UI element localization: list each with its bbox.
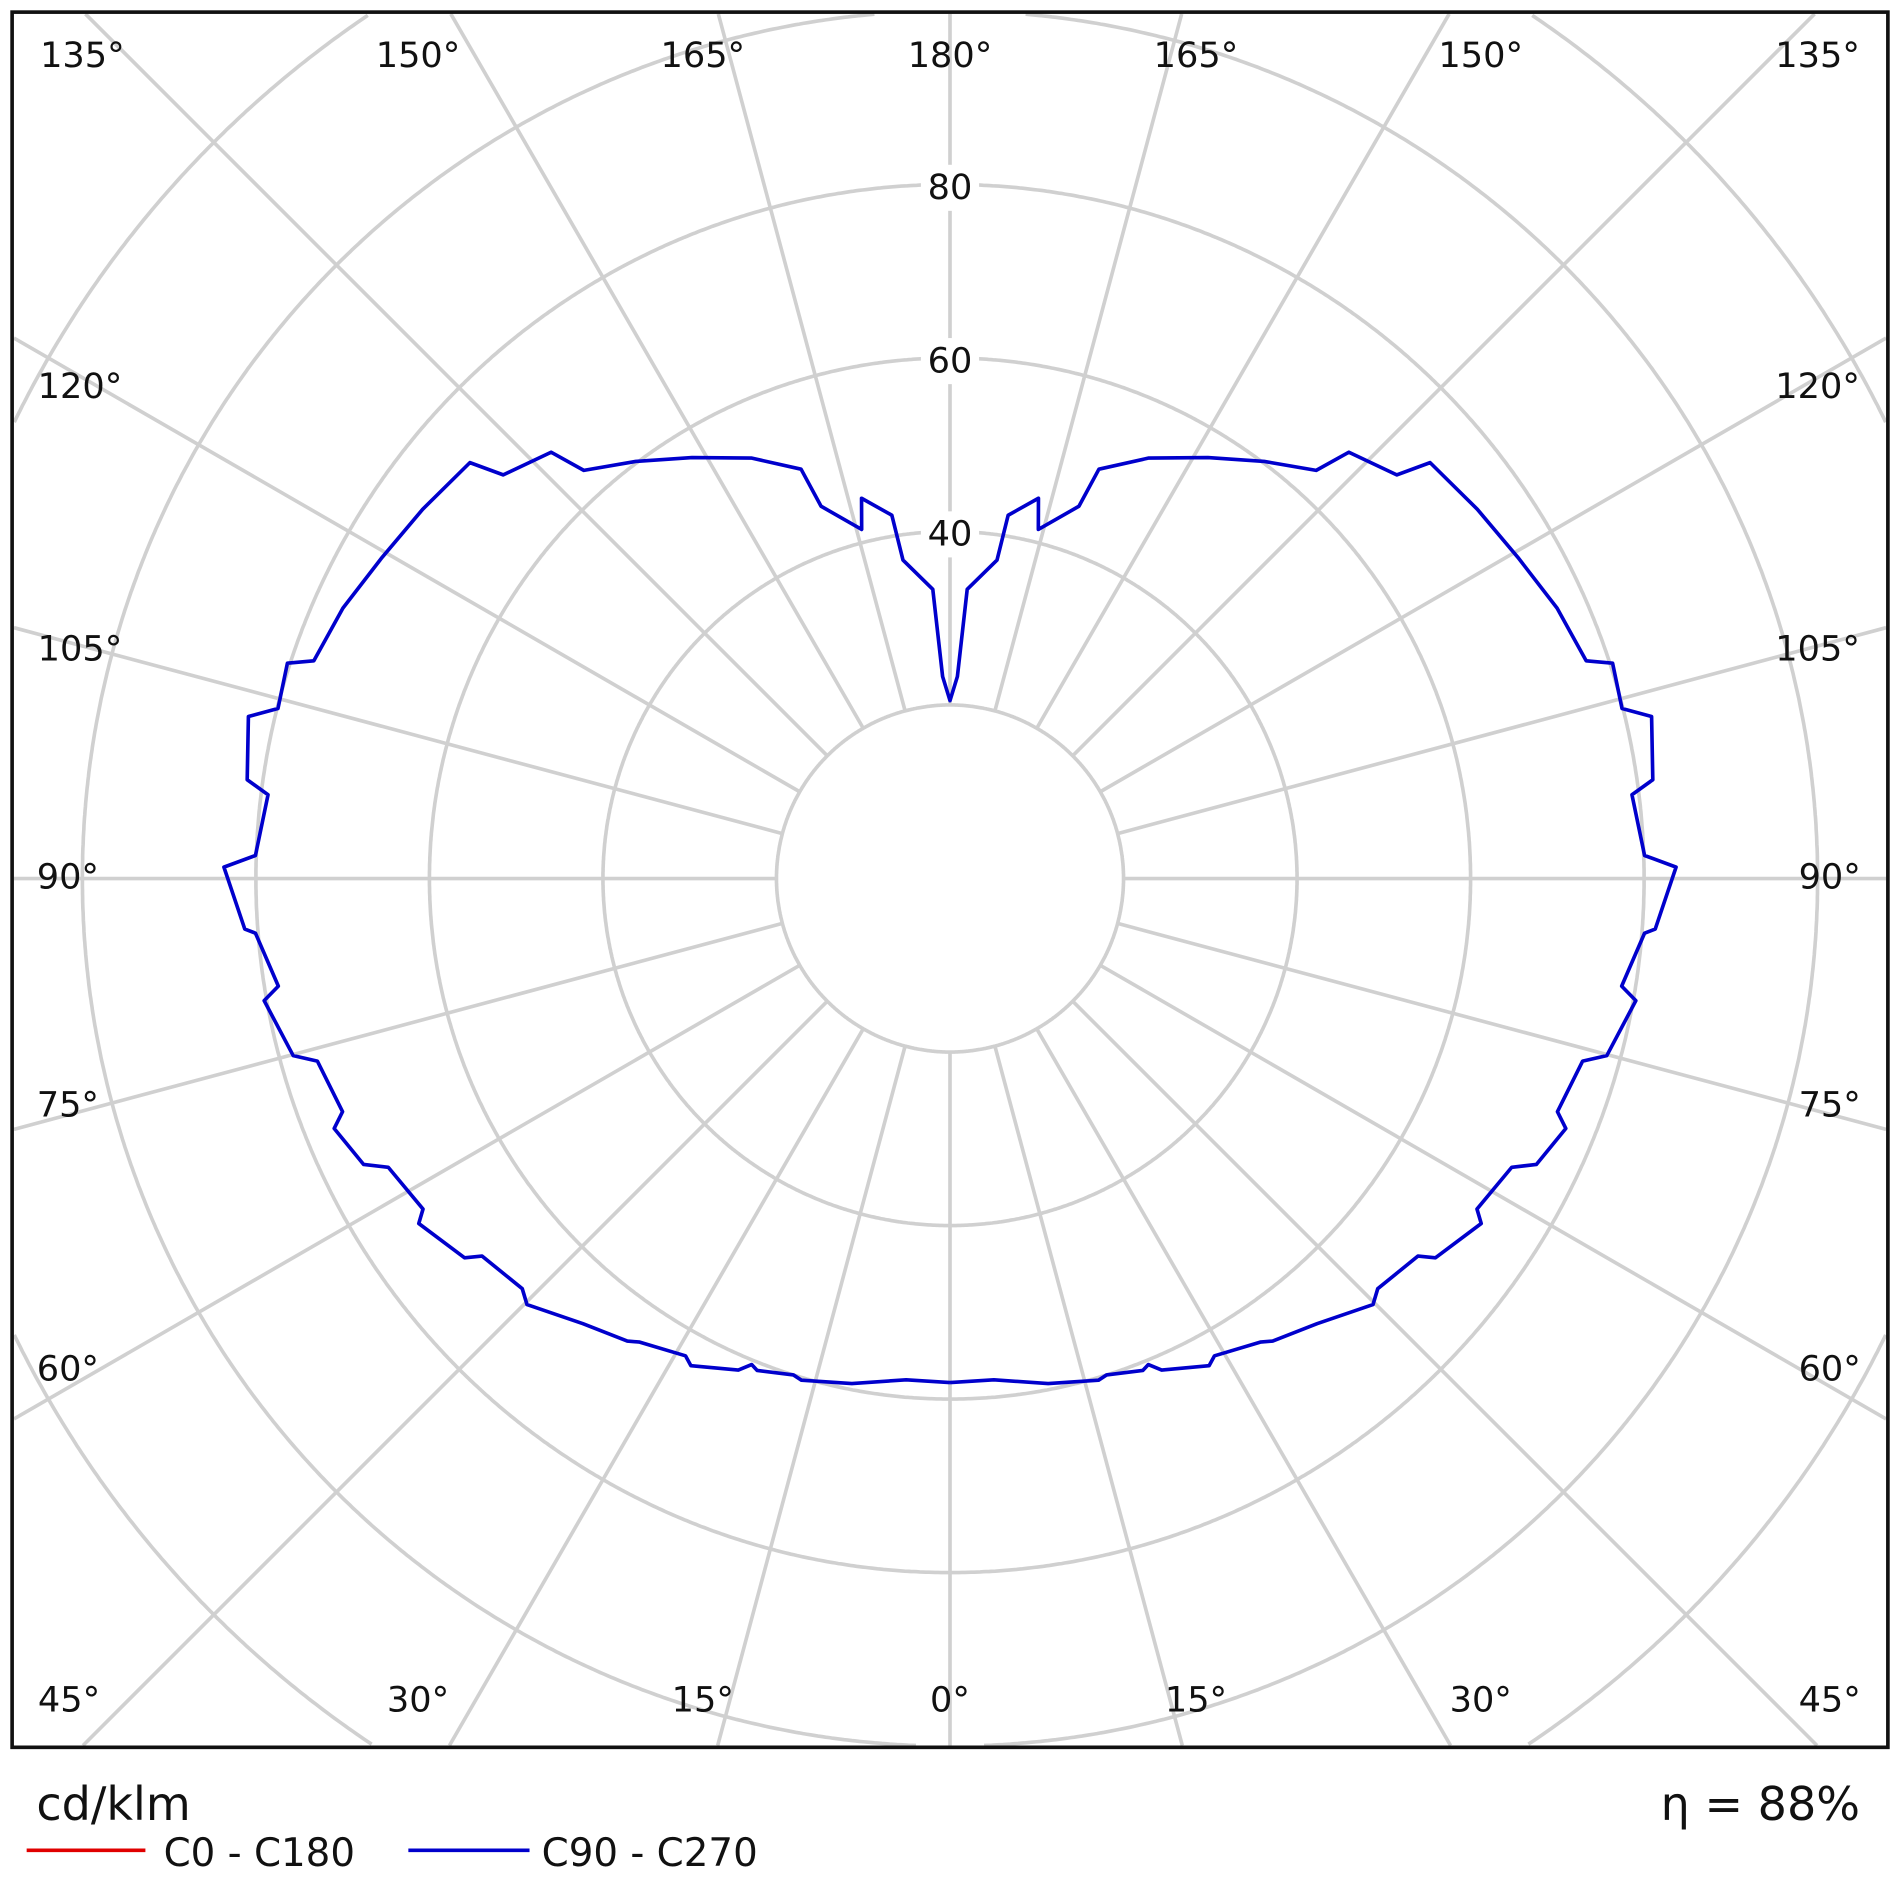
plot-frame xyxy=(10,10,1890,1750)
grid-spoke xyxy=(13,921,783,1132)
angle-tick-label: 60° xyxy=(37,1348,99,1389)
grid-ring-20 xyxy=(774,703,1126,1054)
angle-tick-label: 135° xyxy=(1775,35,1860,76)
angle-tick-label: 15° xyxy=(1165,1679,1227,1720)
radial-tick-60: 60 xyxy=(928,340,973,381)
angle-tick-label: 75° xyxy=(1799,1084,1861,1125)
angle-tick-label: 45° xyxy=(1799,1679,1861,1720)
angle-tick-label: 120° xyxy=(1775,366,1860,407)
grid-spoke xyxy=(13,625,783,836)
angle-tick-label: 60° xyxy=(1799,1348,1861,1389)
angle-tick-label: 15° xyxy=(672,1679,734,1720)
grid-spoke xyxy=(715,1045,907,1746)
angle-tick-label: 105° xyxy=(1775,629,1860,670)
angle-tick-label: 105° xyxy=(38,629,123,670)
legend-label-c0-c180: C0 - C180 xyxy=(164,1831,355,1876)
grid xyxy=(12,12,1888,1748)
angle-tick-label: 180° xyxy=(908,35,993,76)
radial-tick-40: 40 xyxy=(928,514,973,555)
angle-tick-label: 150° xyxy=(376,35,461,76)
series-line-1 xyxy=(222,450,1678,1386)
angle-tick-label: 150° xyxy=(1438,35,1523,76)
grid-ring-100 xyxy=(80,12,1820,1748)
angle-tick-label: 0° xyxy=(930,1679,970,1720)
angle-tick-label: 90° xyxy=(1799,857,1861,898)
grid-ring-120 xyxy=(12,13,1888,1746)
grid-spoke xyxy=(716,13,907,712)
angle-tick-label: 30° xyxy=(387,1679,449,1720)
radial-tick-80: 80 xyxy=(928,167,973,208)
angle-tick-label: 45° xyxy=(38,1679,100,1720)
efficiency-label: η = 88% xyxy=(1661,1777,1860,1831)
radial-tick-labels: 80 60 40 xyxy=(920,164,980,558)
angle-tick-label: 120° xyxy=(38,366,123,407)
angle-tick-labels: 135° 150° 165° 180° 165° 150° 135° 120° 105° 90° 7… xyxy=(37,35,1861,1720)
grid-spoke xyxy=(1035,13,1451,730)
grid-spoke xyxy=(993,1045,1185,1746)
angle-tick-label: 165° xyxy=(1154,35,1239,76)
grid-spoke xyxy=(1071,12,1816,758)
grid-spoke xyxy=(447,1027,865,1747)
grid-spoke xyxy=(1117,625,1887,836)
angle-tick-label: 135° xyxy=(40,35,125,76)
legend-label-c90-c270: C90 - C270 xyxy=(542,1831,758,1876)
angle-tick-label: 30° xyxy=(1450,1679,1512,1720)
curves xyxy=(222,450,1678,1386)
grid-spoke xyxy=(1071,999,1819,1747)
grid-spoke xyxy=(1035,1027,1453,1747)
grid-spoke xyxy=(449,13,865,730)
angle-tick-label: 90° xyxy=(37,857,99,898)
grid-spoke xyxy=(13,336,801,794)
grid-spoke xyxy=(1117,921,1887,1132)
angle-tick-label: 165° xyxy=(661,35,746,76)
angle-tick-label: 75° xyxy=(37,1084,99,1125)
grid-spoke xyxy=(993,13,1184,712)
unit-label: cd/klm xyxy=(36,1777,190,1831)
grid-spoke xyxy=(84,12,829,758)
grid-spoke xyxy=(1099,336,1887,794)
grid-spoke xyxy=(81,999,829,1747)
